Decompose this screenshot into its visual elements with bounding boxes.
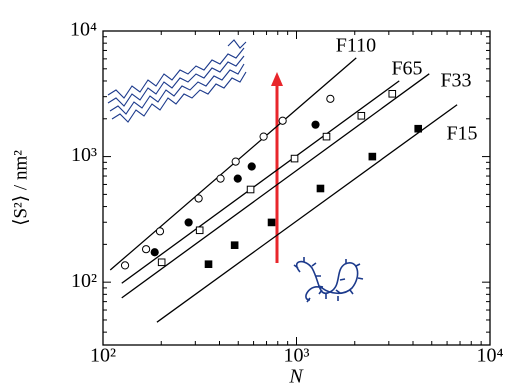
y-tick-label: 10³ xyxy=(71,144,97,166)
data-point xyxy=(120,261,130,270)
data-point xyxy=(230,241,239,249)
data-point xyxy=(247,162,256,171)
data-point xyxy=(414,124,423,133)
data-point xyxy=(194,194,203,203)
data-point xyxy=(368,152,377,161)
data-point xyxy=(259,132,268,141)
data-point xyxy=(316,184,325,193)
series-label: F110 xyxy=(336,35,376,57)
series-label: F65 xyxy=(391,58,422,80)
annotation-arrow xyxy=(271,72,283,263)
series-label: F33 xyxy=(440,70,471,92)
data-point xyxy=(322,132,331,141)
y-tick-label: 10² xyxy=(71,270,97,292)
data-point xyxy=(204,260,213,269)
flexible-chain-icon xyxy=(293,257,364,303)
data-point xyxy=(195,226,204,235)
series-label: F15 xyxy=(446,123,477,145)
data-point xyxy=(155,227,165,236)
data-point xyxy=(357,111,366,120)
data-point xyxy=(267,218,276,227)
fit-line xyxy=(121,80,400,284)
data-point xyxy=(157,258,166,267)
data-point xyxy=(184,218,193,227)
data-point xyxy=(311,120,320,129)
x-tick-label: 10⁴ xyxy=(477,345,504,367)
data-point xyxy=(388,89,397,98)
fit-line xyxy=(121,73,430,299)
x-tick-label: 10² xyxy=(90,345,116,367)
data-point xyxy=(216,174,225,183)
x-tick-label: 10³ xyxy=(284,345,310,367)
data-point xyxy=(233,174,242,183)
data-point xyxy=(290,154,299,163)
y-tick-label: 10⁴ xyxy=(70,19,97,41)
x-axis-label: N xyxy=(288,366,304,385)
data-point xyxy=(246,185,255,194)
y-axis-label: ⟨S²⟩ / nm² xyxy=(10,150,31,226)
data-point xyxy=(231,157,240,166)
data-point xyxy=(326,94,335,103)
fit-line xyxy=(156,104,458,323)
data-point xyxy=(141,245,151,254)
stiff-chain-icon xyxy=(107,39,247,123)
data-point xyxy=(150,248,159,257)
data-point xyxy=(278,116,287,125)
